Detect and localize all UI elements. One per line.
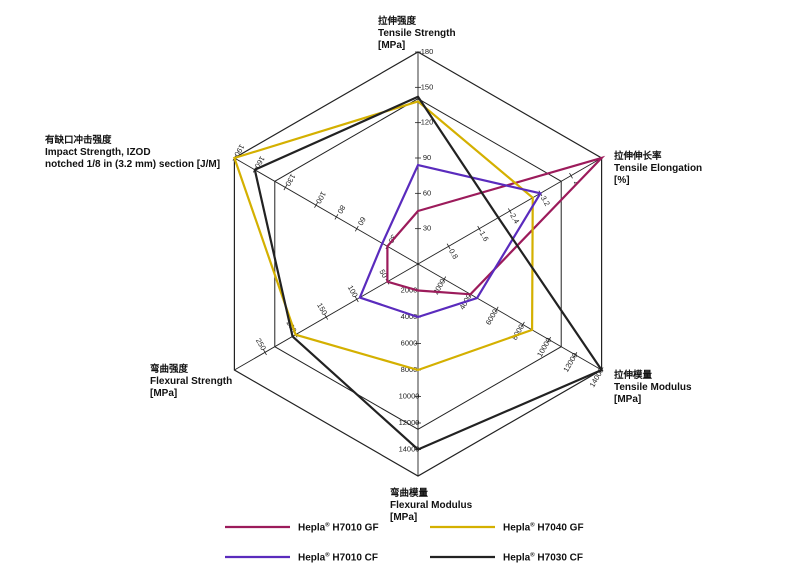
series-polygon [358, 163, 543, 319]
tick-label: 60 [423, 188, 431, 197]
series-polygon [386, 155, 606, 296]
tick-mark [569, 172, 573, 179]
tick-mark [334, 214, 339, 220]
axis-title-en: Tensile Elongation [614, 163, 702, 174]
legend-label: Hepla® H7040 GF [503, 522, 584, 534]
axis-title-en: [%] [614, 175, 630, 186]
tick-label: 250 [254, 337, 268, 352]
axes: 3060901201501800.81.62.43.24200040006000… [232, 47, 606, 476]
tick-mark [354, 296, 359, 303]
axis-title-cn: 弯曲强度 [150, 363, 189, 375]
axis-title-en: Tensile Modulus [614, 382, 692, 393]
tick-mark [477, 225, 482, 232]
tick-label: 0.8 [447, 247, 460, 261]
tick-label: 12000 [561, 351, 579, 374]
tick-mark [283, 184, 288, 191]
tick-label: 90 [423, 153, 431, 162]
tick-label: 10000 [535, 336, 553, 359]
legend: Hepla® H7010 GF Hepla® H7040 GF Hepla® H70… [225, 522, 584, 564]
tick-label: 60 [356, 215, 368, 227]
tick-label: 6000 [401, 338, 418, 347]
tick-mark [494, 306, 499, 313]
axis-line-impact_strength [234, 157, 419, 265]
tick-label: 10000 [399, 391, 420, 400]
tick-label: 2.4 [508, 212, 521, 226]
tick-label: 8000 [401, 365, 418, 374]
tick-mark [354, 225, 359, 232]
axis-title-en: Impact Strength, IZOD [45, 147, 151, 158]
tick-label: 4000 [401, 312, 418, 321]
tick-label: 150 [421, 82, 434, 91]
axis-title-en: Flexural Strength [150, 376, 232, 387]
tick-label: 100 [314, 190, 328, 205]
tick-mark [573, 352, 578, 358]
series [232, 95, 606, 451]
tick-mark [547, 336, 551, 343]
legend-label: Hepla® H7010 CF [298, 552, 378, 564]
tick-label: 120 [421, 118, 434, 127]
tick-mark [521, 321, 525, 328]
axis-title-cn: 有缺口冲击强度 [45, 134, 112, 146]
tick-mark [446, 243, 451, 250]
tick-label: 12000 [399, 418, 420, 427]
tick-label: 2000 [401, 285, 418, 294]
axis-title-cn: 弯曲模量 [390, 487, 429, 499]
tick-label: 14000 [588, 366, 606, 389]
tick-label: 150 [315, 301, 329, 316]
legend-label: Hepla® H7030 CF [503, 552, 583, 564]
axis-title-cn: 拉伸模量 [614, 369, 653, 381]
tick-label: 50 [377, 268, 389, 280]
series-polygon [253, 95, 604, 451]
tick-label: 80 [335, 203, 347, 215]
tick-label: 30 [386, 233, 398, 245]
axis-line-tensile_modulus [417, 263, 602, 371]
axis-title-en: Tensile Strength [378, 28, 456, 39]
tick-label: 1.6 [478, 229, 491, 243]
axis-title-cn: 拉伸伸长率 [614, 150, 662, 162]
tick-mark [442, 276, 447, 282]
axis-title-en: Flexural Modulus [390, 500, 473, 511]
axis-title-en: [MPa] [390, 512, 417, 523]
axis-title-cn: 拉伸强度 [378, 15, 417, 27]
tick-label: 3.2 [539, 194, 552, 208]
tick-label: 100 [346, 284, 360, 299]
axis-title-en: [MPa] [150, 388, 177, 399]
tick-mark [263, 349, 267, 356]
axis-title-en: [MPa] [614, 394, 641, 405]
tick-mark [324, 314, 329, 320]
tick-mark [314, 202, 318, 208]
axis-title-en: notched 1/8 in (3.2 mm) section [J/M] [45, 159, 220, 170]
axis-title-en: [MPa] [378, 40, 405, 51]
series-polygon [232, 100, 534, 372]
tick-label: 30 [423, 224, 431, 233]
tick-label: 130 [283, 172, 297, 187]
tick-label: 180 [421, 47, 434, 56]
tick-label: 14000 [399, 444, 420, 453]
legend-label: Hepla® H7010 GF [298, 522, 379, 534]
tick-mark [507, 208, 512, 214]
